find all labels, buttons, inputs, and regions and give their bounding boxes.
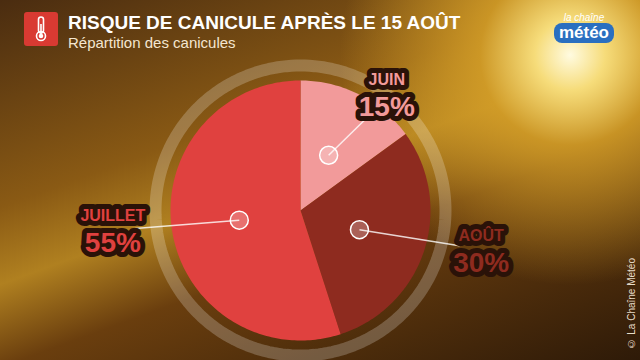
svg-text:AOÛT: AOÛT xyxy=(459,226,505,244)
html-text:la chaîne: la chaîne xyxy=(563,12,605,23)
html-text:RISQUE DE CANICULE APRÈS LE 15: RISQUE DE CANICULE APRÈS LE 15 AOÛT xyxy=(68,12,461,33)
svg-text:JUIN: JUIN xyxy=(369,71,405,88)
svg-text:JUILLET: JUILLET xyxy=(80,207,145,224)
html-text:© La Chaîne Météo: © La Chaîne Météo xyxy=(626,257,637,348)
html-text:météo: météo xyxy=(558,23,609,42)
html-text:Répartition des canicules: Répartition des canicules xyxy=(68,34,236,51)
svg-text:55%: 55% xyxy=(85,227,141,258)
svg-text:15%: 15% xyxy=(359,91,415,122)
svg-text:30%: 30% xyxy=(453,247,509,278)
